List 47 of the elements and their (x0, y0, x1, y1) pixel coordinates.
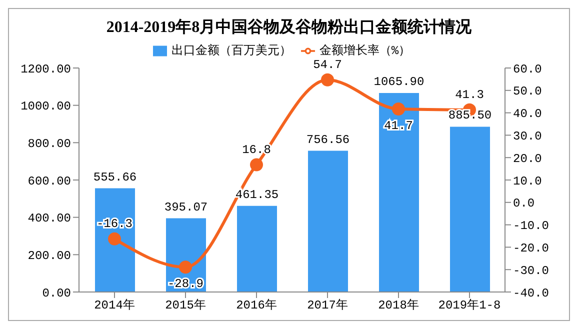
point (392, 102, 405, 116)
data-label: 395.07 (164, 200, 208, 214)
data-label: 54.7 (313, 58, 342, 72)
y-tick-label: 200.00 (28, 248, 71, 263)
y2-tick-label: -40.0 (513, 286, 550, 300)
bar (450, 126, 490, 292)
y2-tick-label: 0.0 (513, 196, 535, 211)
y-tick-label: 1000.00 (20, 100, 71, 114)
y-tick-label: 0.00 (42, 286, 71, 300)
bar (237, 206, 277, 292)
x-tick-label: 2014年 (94, 298, 135, 313)
y2-tick-label: 60.0 (513, 62, 542, 76)
y-tick-label: 400.00 (28, 212, 71, 226)
x-tick-label: 2015年 (165, 298, 206, 313)
data-label: 756.56 (306, 132, 350, 147)
y2-tick-label: 30.0 (513, 129, 542, 144)
x-tick-label: 2016年 (236, 298, 277, 313)
data-label: 885.50 (448, 108, 492, 123)
data-label: 1065.90 (374, 75, 424, 90)
x-tick-label: 2018年 (378, 298, 419, 313)
bar (308, 150, 348, 292)
bar (95, 188, 135, 292)
y-tick-label: 600.00 (28, 174, 71, 188)
data-label: -28.9 (167, 277, 204, 292)
data-label: 41.7 (384, 118, 413, 133)
y2-tick-label: -10.0 (513, 219, 550, 234)
y-tick-label: 800.00 (28, 136, 71, 151)
point (250, 158, 263, 172)
point (108, 232, 121, 246)
y2-tick-label: 40.0 (513, 107, 542, 122)
legend-label: 金额增长率（%） (319, 44, 411, 58)
x-tick-label: 2017年 (307, 298, 348, 313)
y2-tick-label: -20.0 (513, 241, 550, 256)
data-label: -16.3 (96, 216, 133, 231)
y2-tick-label: -30.0 (513, 264, 550, 278)
legend-label: 出口金额（百万美元） (171, 44, 292, 58)
bar (379, 93, 419, 292)
y-tick-label: 1200.00 (20, 62, 71, 76)
point (179, 260, 192, 274)
data-label: 555.66 (93, 170, 137, 184)
x-tick-label: 2019年1-8 (438, 298, 501, 313)
y2-tick-label: 50.0 (513, 84, 542, 99)
point (321, 73, 334, 86)
y2-tick-label: 20.0 (513, 152, 542, 166)
y2-tick-label: 10.0 (513, 174, 542, 188)
data-label: 41.3 (455, 88, 484, 102)
chart-title: 2014-2019年8月中国谷物及谷物粉出口金额统计情况 (105, 17, 473, 38)
